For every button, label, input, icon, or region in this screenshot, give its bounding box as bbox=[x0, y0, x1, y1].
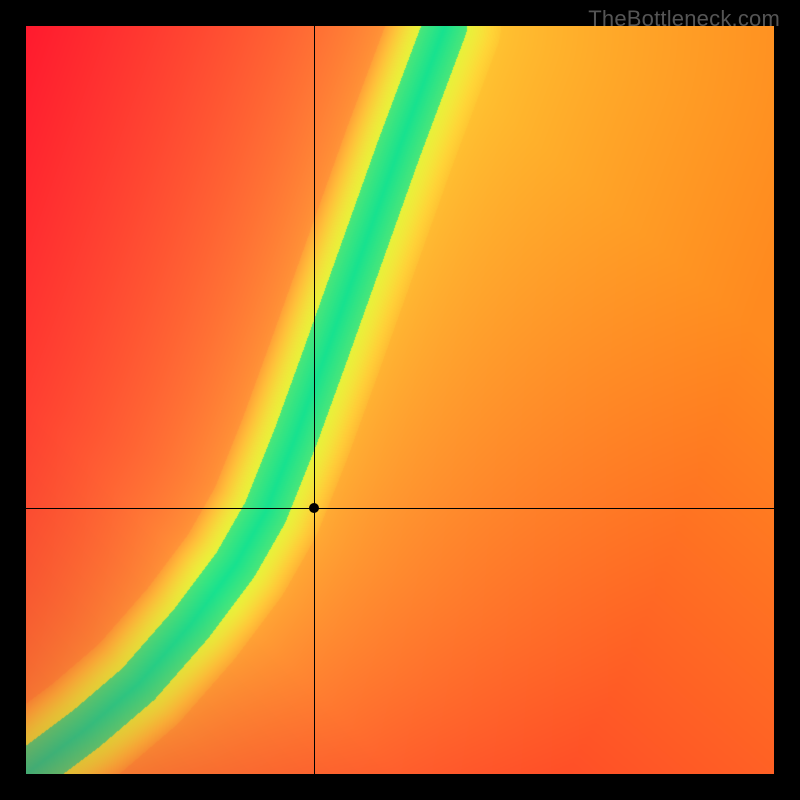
heatmap-canvas bbox=[26, 26, 774, 774]
crosshair-marker bbox=[309, 503, 319, 513]
plot-area bbox=[26, 26, 774, 774]
chart-container: TheBottleneck.com bbox=[0, 0, 800, 800]
crosshair-vertical bbox=[314, 26, 315, 774]
watermark-text: TheBottleneck.com bbox=[588, 6, 780, 32]
crosshair-horizontal bbox=[26, 508, 774, 509]
